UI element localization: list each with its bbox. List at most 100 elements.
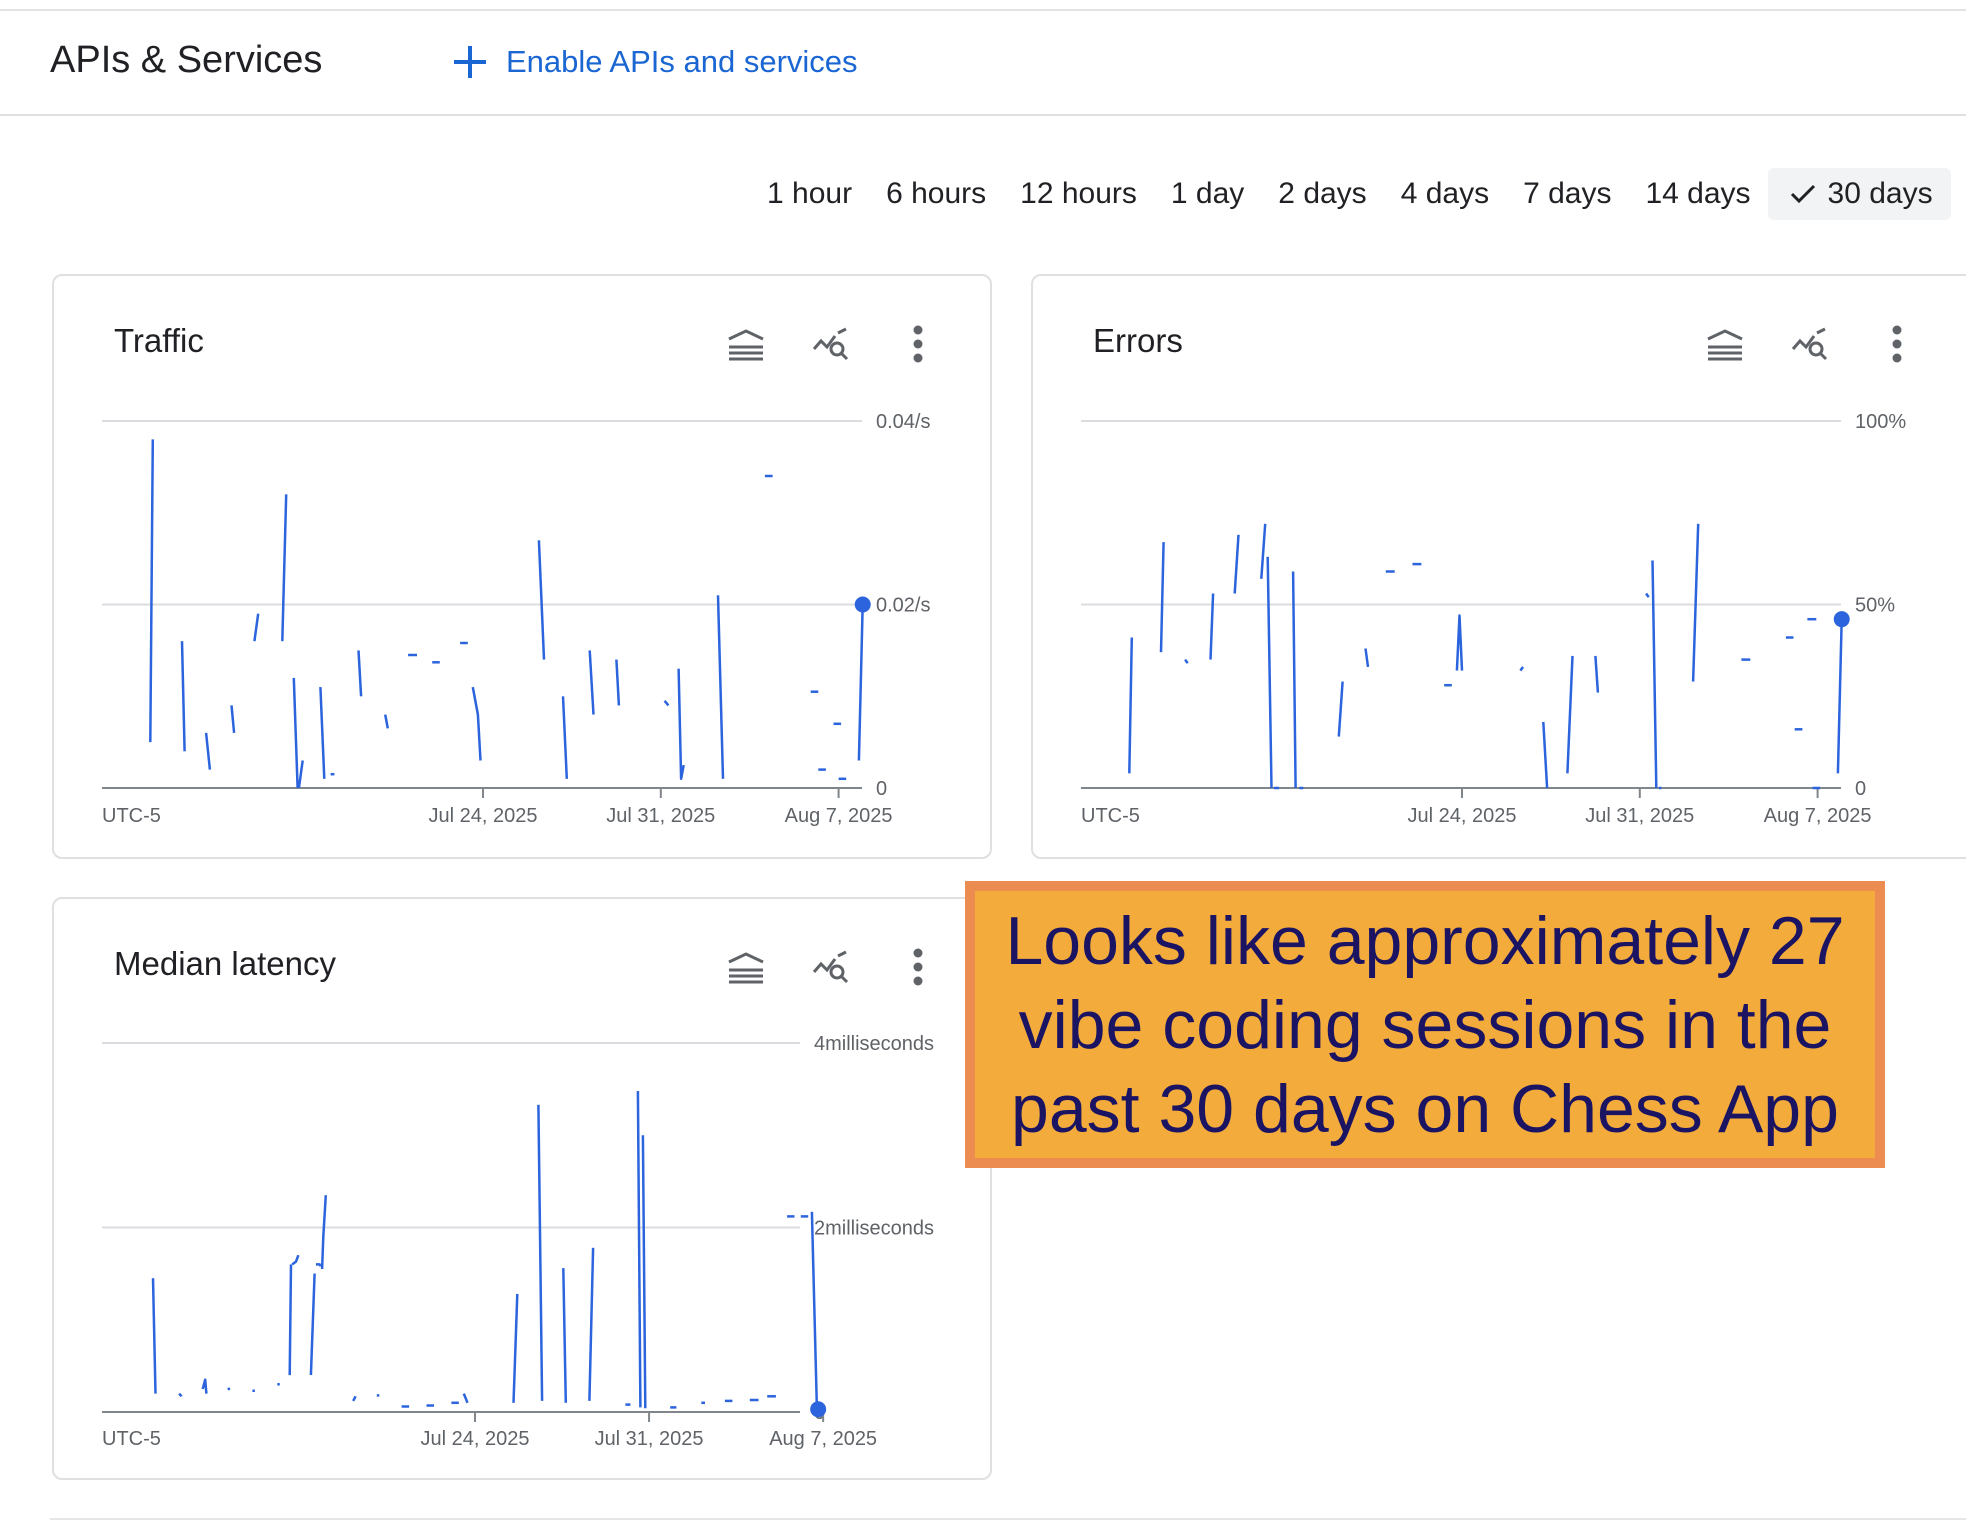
median-latency-card: Median latency 02milliseconds4millisecon… <box>52 897 992 1480</box>
checkmark-icon <box>1790 184 1815 204</box>
series-segment <box>1233 534 1240 594</box>
errors-chart: 0 50% 100% UTC-5 Jul 24, 2025 Jul 31, 2025 Aug… <box>1081 411 1906 827</box>
x-tick-label: Aug 7, 2025 <box>769 1428 877 1450</box>
x-tick-label: Jul 24, 2025 <box>429 805 538 827</box>
series-segment <box>201 1378 208 1394</box>
series-segment <box>1337 681 1344 737</box>
more-options-button[interactable] <box>896 945 940 989</box>
timezone-label: UTC-5 <box>1081 805 1140 827</box>
series-segment <box>615 659 621 706</box>
series-segment <box>1691 523 1700 682</box>
latest-point-marker <box>854 596 871 613</box>
page-header: APIs & Services Enable APIs and services <box>0 11 1966 116</box>
latest-point-marker <box>1833 611 1850 628</box>
range-4-days[interactable]: 4 days <box>1400 177 1490 210</box>
series-segment <box>1542 721 1549 789</box>
y-tick-label: 0 <box>1855 778 1866 800</box>
series-segment <box>562 1268 568 1403</box>
y-tick-label: 100% <box>1855 411 1906 433</box>
timezone-label: UTC-5 <box>102 805 161 827</box>
x-tick-label: Aug 7, 2025 <box>785 805 893 827</box>
series-segment <box>636 1090 642 1408</box>
series-segment <box>1519 666 1525 672</box>
series-segment <box>178 1392 183 1398</box>
series-segment <box>462 1393 469 1404</box>
series-segment <box>857 604 864 761</box>
series-segment <box>291 1254 300 1266</box>
stacked-lines-icon <box>728 952 764 984</box>
series-segment <box>810 1211 819 1410</box>
series-segment <box>1291 571 1297 789</box>
range-30-days-label: 30 days <box>1827 177 1933 210</box>
range-12-hours[interactable]: 12 hours <box>1020 177 1137 210</box>
series-segment <box>1209 593 1215 660</box>
legend-toggle-button[interactable] <box>724 322 768 366</box>
series-segment <box>1184 658 1189 664</box>
series-segment <box>230 705 236 734</box>
explore-chart-button[interactable] <box>810 945 854 989</box>
series-segment <box>588 650 595 715</box>
more-options-button[interactable] <box>896 322 940 366</box>
more-vert-icon <box>913 948 923 986</box>
chart-search-icon <box>812 327 849 361</box>
series-segment <box>537 540 546 660</box>
x-tick-label: Jul 31, 2025 <box>606 805 715 827</box>
series-segment <box>1159 542 1165 653</box>
range-2-days[interactable]: 2 days <box>1278 177 1367 210</box>
range-1-hour[interactable]: 1 hour <box>767 177 853 210</box>
legend-toggle-button[interactable] <box>1703 322 1747 366</box>
range-7-days[interactable]: 7 days <box>1523 177 1612 210</box>
series-segment <box>1566 655 1574 774</box>
stacked-lines-icon <box>728 329 764 361</box>
series-segment <box>1266 556 1273 789</box>
series-segment <box>309 1273 316 1376</box>
y-tick-label: 4milliseconds <box>814 1033 934 1055</box>
x-tick-label: Aug 7, 2025 <box>1764 805 1872 827</box>
series-segment <box>1128 637 1134 774</box>
series-segment <box>352 1395 357 1402</box>
series-segment <box>1594 655 1600 693</box>
series-segment <box>1260 523 1267 579</box>
series-segment <box>1364 648 1370 668</box>
more-vert-icon <box>1892 325 1902 363</box>
series-segment <box>297 760 304 789</box>
median-latency-card-title: Median latency <box>114 945 336 982</box>
x-tick-label: Jul 31, 2025 <box>1585 805 1694 827</box>
series-segment <box>281 494 288 642</box>
series-segment <box>320 1195 328 1270</box>
legend-toggle-button[interactable] <box>724 945 768 989</box>
explore-chart-button[interactable] <box>1789 322 1833 366</box>
traffic-card: Traffic 0 0.02/s 0.04/s UTC-5 Jul 24, 2025 Ju… <box>52 274 992 859</box>
chart-search-icon <box>812 950 849 984</box>
range-14-days[interactable]: 14 days <box>1645 177 1751 210</box>
enable-apis-button[interactable]: Enable APIs and services <box>452 41 858 83</box>
explore-chart-button[interactable] <box>810 322 854 366</box>
x-tick-label: Jul 24, 2025 <box>421 1428 530 1450</box>
chart-search-icon <box>1791 327 1828 361</box>
traffic-card-title: Traffic <box>114 322 204 359</box>
series-segment <box>288 1264 293 1376</box>
median-latency-card-tools <box>724 945 940 989</box>
series-segment <box>1836 619 1843 774</box>
series-segment <box>641 1135 647 1409</box>
plus-icon <box>454 46 486 78</box>
page-title: APIs & Services <box>50 39 323 81</box>
more-options-button[interactable] <box>1875 322 1919 366</box>
series-segment <box>151 1278 157 1394</box>
series-segment <box>319 687 326 779</box>
series-segment <box>1455 614 1464 671</box>
series-segment <box>537 1104 544 1401</box>
series-segment <box>149 439 155 743</box>
range-30-days[interactable]: 30 days <box>1767 168 1951 220</box>
y-tick-label: 50% <box>1855 595 1895 617</box>
traffic-card-tools <box>724 322 940 366</box>
series-segment <box>588 1247 595 1401</box>
range-6-hours[interactable]: 6 hours <box>886 177 987 210</box>
latest-point-marker <box>810 1401 827 1418</box>
range-1-day[interactable]: 1 day <box>1170 177 1245 210</box>
series-segment <box>253 613 260 642</box>
y-tick-label: 0.04/s <box>876 411 930 433</box>
series-segment <box>561 696 569 779</box>
series-segment <box>383 714 390 729</box>
